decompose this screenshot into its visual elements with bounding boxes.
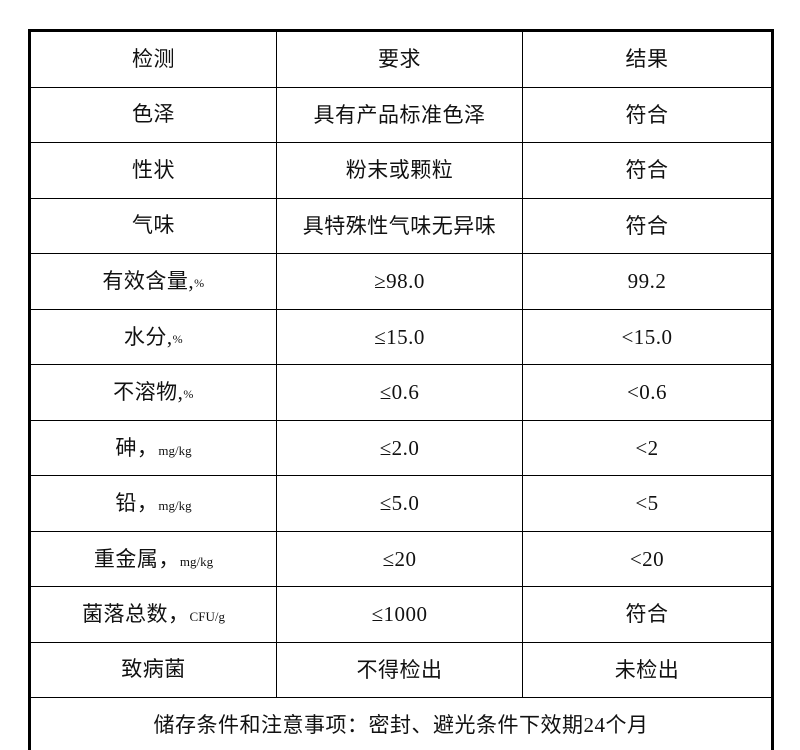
- item-unit: mg/kg: [158, 498, 192, 514]
- header-cell-result: 结果: [522, 30, 773, 88]
- header-item-label: 检测: [132, 47, 175, 72]
- cell-item: 不溶物,%: [29, 364, 277, 421]
- cell-result: 99.2: [522, 253, 773, 310]
- result-value: <15.0: [621, 324, 673, 349]
- result-value: <2: [635, 435, 659, 460]
- cell-item: 重金属，mg/kg: [29, 530, 277, 587]
- cell-result: <5: [522, 475, 773, 532]
- item-name: 致病菌: [121, 657, 186, 682]
- result-value: <20: [629, 546, 665, 571]
- requirement-value: ≤0.6: [379, 380, 420, 405]
- result-value: <0.6: [626, 380, 668, 405]
- cell-result: 未检出: [522, 641, 773, 698]
- cell-item: 气味: [29, 197, 277, 254]
- requirement-value: 具有产品标准色泽: [313, 102, 486, 127]
- header-requirement-label: 要求: [378, 47, 421, 72]
- cell-result: <2: [522, 419, 773, 476]
- cell-requirement: ≥98.0: [276, 253, 523, 310]
- table-header-row: 检测 要求 结果: [29, 30, 773, 88]
- cell-item: 菌落总数，CFU/g: [29, 586, 277, 643]
- table-row: 有效含量,% ≥98.0 99.2: [29, 253, 773, 310]
- requirement-value: ≥98.0: [374, 269, 425, 294]
- storage-note-text: 储存条件和注意事项：密封、避光条件下效期24个月: [153, 713, 649, 738]
- item-name: 气味: [132, 213, 175, 238]
- item-name: 重金属，: [93, 546, 180, 571]
- header-result-label: 结果: [625, 47, 669, 72]
- item-name: 菌落总数，: [82, 602, 190, 627]
- table-row: 铅，mg/kg ≤5.0 <5: [29, 475, 773, 532]
- table-row: 不溶物,% ≤0.6 <0.6: [29, 364, 773, 421]
- result-value: <5: [635, 491, 659, 516]
- item-unit: mg/kg: [179, 553, 214, 569]
- item-name: 性状: [132, 157, 175, 182]
- cell-requirement: ≤20: [276, 530, 523, 587]
- cell-item: 有效含量,%: [29, 253, 277, 310]
- table-row: 砷，mg/kg ≤2.0 <2: [29, 419, 773, 476]
- cell-requirement: 具特殊性气味无异味: [276, 197, 523, 254]
- requirement-value: ≤15.0: [374, 324, 425, 349]
- result-value: 符合: [625, 102, 669, 127]
- storage-note-cell: 储存条件和注意事项：密封、避光条件下效期24个月: [29, 697, 773, 750]
- cell-requirement: 不得检出: [276, 641, 523, 698]
- cell-requirement: ≤15.0: [276, 308, 523, 365]
- item-name: 水分,: [123, 324, 173, 349]
- result-value: 未检出: [614, 657, 680, 682]
- cell-result: <20: [522, 530, 773, 587]
- cell-item: 色泽: [29, 86, 277, 143]
- cell-result: 符合: [522, 197, 773, 254]
- table-row: 重金属，mg/kg ≤20 <20: [29, 530, 773, 587]
- item-name: 色泽: [132, 102, 175, 127]
- cell-requirement: ≤5.0: [276, 475, 523, 532]
- cell-requirement: ≤0.6: [276, 364, 523, 421]
- result-value: 符合: [625, 213, 669, 238]
- requirement-value: 不得检出: [356, 657, 443, 682]
- requirement-value: ≤1000: [371, 602, 428, 627]
- requirement-value: ≤2.0: [379, 435, 420, 460]
- specification-table: 检测 要求 结果 色泽 具有产品标准色泽 符合 性状 粉末或颗粒 符合 气味 具…: [28, 29, 774, 750]
- item-unit: %: [183, 387, 194, 402]
- storage-note-row: 储存条件和注意事项：密封、避光条件下效期24个月: [29, 697, 773, 750]
- table-row: 水分,% ≤15.0 <15.0: [29, 308, 773, 365]
- header-cell-item: 检测: [29, 30, 277, 88]
- cell-requirement: ≤2.0: [276, 419, 523, 476]
- item-name: 砷，: [115, 435, 159, 460]
- item-unit: mg/kg: [158, 442, 192, 458]
- cell-result: 符合: [522, 586, 773, 643]
- cell-result: 符合: [522, 86, 773, 143]
- header-cell-requirement: 要求: [276, 30, 523, 88]
- item-name: 铅，: [115, 491, 159, 516]
- item-unit: %: [172, 331, 184, 346]
- requirement-value: ≤5.0: [379, 491, 420, 516]
- cell-result: <0.6: [522, 364, 773, 421]
- result-value: 符合: [625, 602, 669, 627]
- requirement-value: 粉末或颗粒: [345, 158, 454, 183]
- table-row: 气味 具特殊性气味无异味 符合: [29, 197, 773, 254]
- requirement-value: 具特殊性气味无异味: [302, 213, 497, 238]
- table-row: 致病菌 不得检出 未检出: [29, 641, 773, 698]
- cell-result: 符合: [522, 142, 773, 199]
- cell-requirement: ≤1000: [276, 586, 523, 643]
- item-name: 有效含量,: [102, 269, 195, 294]
- cell-requirement: 粉末或颗粒: [276, 142, 523, 199]
- item-unit: %: [194, 276, 205, 291]
- table-row: 性状 粉末或颗粒 符合: [29, 142, 773, 199]
- cell-item: 水分,%: [29, 308, 277, 365]
- item-unit: CFU/g: [189, 609, 225, 625]
- requirement-value: ≤20: [382, 546, 417, 571]
- result-value: 99.2: [627, 269, 667, 294]
- cell-item: 砷，mg/kg: [29, 419, 277, 476]
- table-row: 菌落总数，CFU/g ≤1000 符合: [29, 586, 773, 643]
- cell-result: <15.0: [522, 308, 773, 365]
- item-name: 不溶物,: [113, 380, 184, 405]
- cell-item: 铅，mg/kg: [29, 475, 277, 532]
- cell-item: 性状: [29, 142, 277, 199]
- cell-item: 致病菌: [29, 641, 277, 698]
- result-value: 符合: [625, 158, 669, 183]
- table-row: 色泽 具有产品标准色泽 符合: [29, 86, 773, 143]
- cell-requirement: 具有产品标准色泽: [276, 86, 523, 143]
- table-body: 检测 要求 结果 色泽 具有产品标准色泽 符合 性状 粉末或颗粒 符合 气味 具…: [29, 30, 773, 750]
